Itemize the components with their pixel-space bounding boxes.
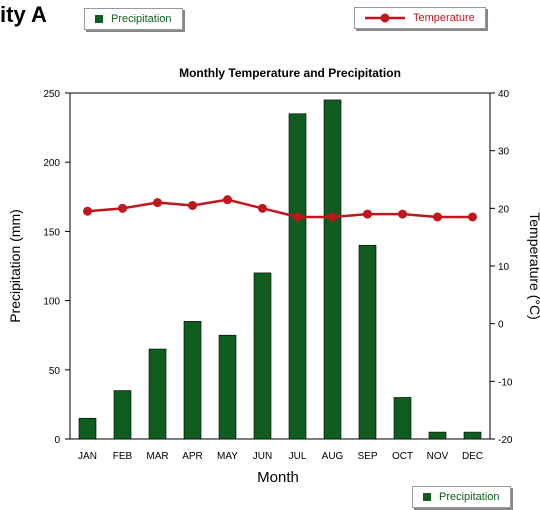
temperature-point — [153, 198, 162, 208]
left-tick-label: 250 — [43, 89, 60, 100]
x-tick-label: FEB — [113, 451, 133, 462]
legend-precipitation-top: Precipitation — [84, 8, 183, 30]
precipitation-bar — [288, 113, 307, 440]
right-tick-label: 10 — [498, 262, 510, 273]
x-tick-label: MAR — [146, 451, 168, 462]
precipitation-swatch-icon — [95, 15, 103, 23]
temperature-point — [258, 203, 267, 213]
temperature-point — [118, 203, 127, 213]
right-tick-label: -10 — [498, 377, 513, 388]
y-left-axis-title: Precipitation (mm) — [7, 209, 23, 323]
precipitation-swatch-icon-bottom — [423, 493, 431, 501]
temperature-point — [468, 212, 477, 222]
right-tick-label: -20 — [498, 435, 513, 446]
x-tick-label: AUG — [322, 451, 344, 462]
left-tick-label: 50 — [49, 366, 61, 377]
plot-area — [69, 92, 491, 440]
precipitation-bar — [323, 99, 342, 440]
left-tick-label: 100 — [43, 297, 60, 308]
x-tick-label: APR — [182, 451, 203, 462]
temperature-polyline — [87, 198, 473, 219]
legend-temperature-label: Temperature — [413, 12, 475, 24]
right-tick-label: 0 — [498, 320, 504, 331]
legend-temperature-top: Temperature — [354, 7, 486, 29]
precipitation-bar — [393, 397, 412, 440]
legend-precipitation-label: Precipitation — [111, 13, 172, 25]
x-tick-label: NOV — [427, 451, 449, 462]
chart-title: Monthly Temperature and Precipitation — [179, 66, 401, 80]
right-tick-label: 20 — [498, 204, 510, 215]
x-tick-label: JAN — [78, 451, 97, 462]
temperature-line-swatch-icon — [365, 13, 405, 23]
left-tick-label: 0 — [54, 435, 60, 446]
x-tick-label: MAY — [217, 451, 238, 462]
temperature-line — [83, 195, 477, 222]
precipitation-bar — [113, 390, 132, 440]
temperature-point — [328, 212, 337, 222]
temperature-point — [363, 209, 372, 219]
x-axis: JAN FEB MAR APR MAY JUN JUL AUG SEP OCT NOV DEC — [78, 451, 483, 462]
precipitation-bars — [78, 99, 482, 440]
temperature-point — [433, 212, 442, 222]
page-heading: ity A — [0, 2, 47, 27]
legend-precipitation-bottom: Precipitation — [412, 486, 511, 508]
right-axis: -20 -10 0 10 20 30 40 — [490, 89, 513, 446]
temperature-point — [398, 209, 407, 219]
precipitation-bar — [428, 431, 447, 440]
temperature-point — [188, 200, 197, 210]
temperature-point — [293, 212, 302, 222]
x-tick-label: OCT — [392, 451, 413, 462]
x-tick-label: JUL — [289, 451, 307, 462]
precipitation-bar — [253, 272, 272, 440]
x-tick-label: JUN — [253, 451, 272, 462]
temperature-point — [83, 206, 92, 216]
precipitation-bar — [78, 417, 97, 440]
legend-precipitation-bottom-label: Precipitation — [439, 491, 500, 503]
x-axis-title: Month — [257, 469, 299, 486]
right-tick-label: 40 — [498, 89, 510, 100]
precipitation-bar — [358, 244, 377, 440]
x-tick-label: DEC — [462, 451, 483, 462]
left-axis: 0 50 100 150 200 250 — [43, 89, 70, 446]
precipitation-bar — [463, 431, 482, 440]
y-right-axis-title: Temperature (°C) — [527, 212, 540, 320]
x-tick-label: SEP — [357, 451, 377, 462]
right-tick-label: 30 — [498, 147, 510, 158]
precipitation-bar — [218, 334, 237, 440]
precipitation-bar — [148, 348, 167, 440]
temperature-point — [223, 195, 232, 205]
precipitation-bar — [183, 321, 202, 440]
left-tick-label: 150 — [43, 227, 60, 238]
left-tick-label: 200 — [43, 158, 60, 169]
